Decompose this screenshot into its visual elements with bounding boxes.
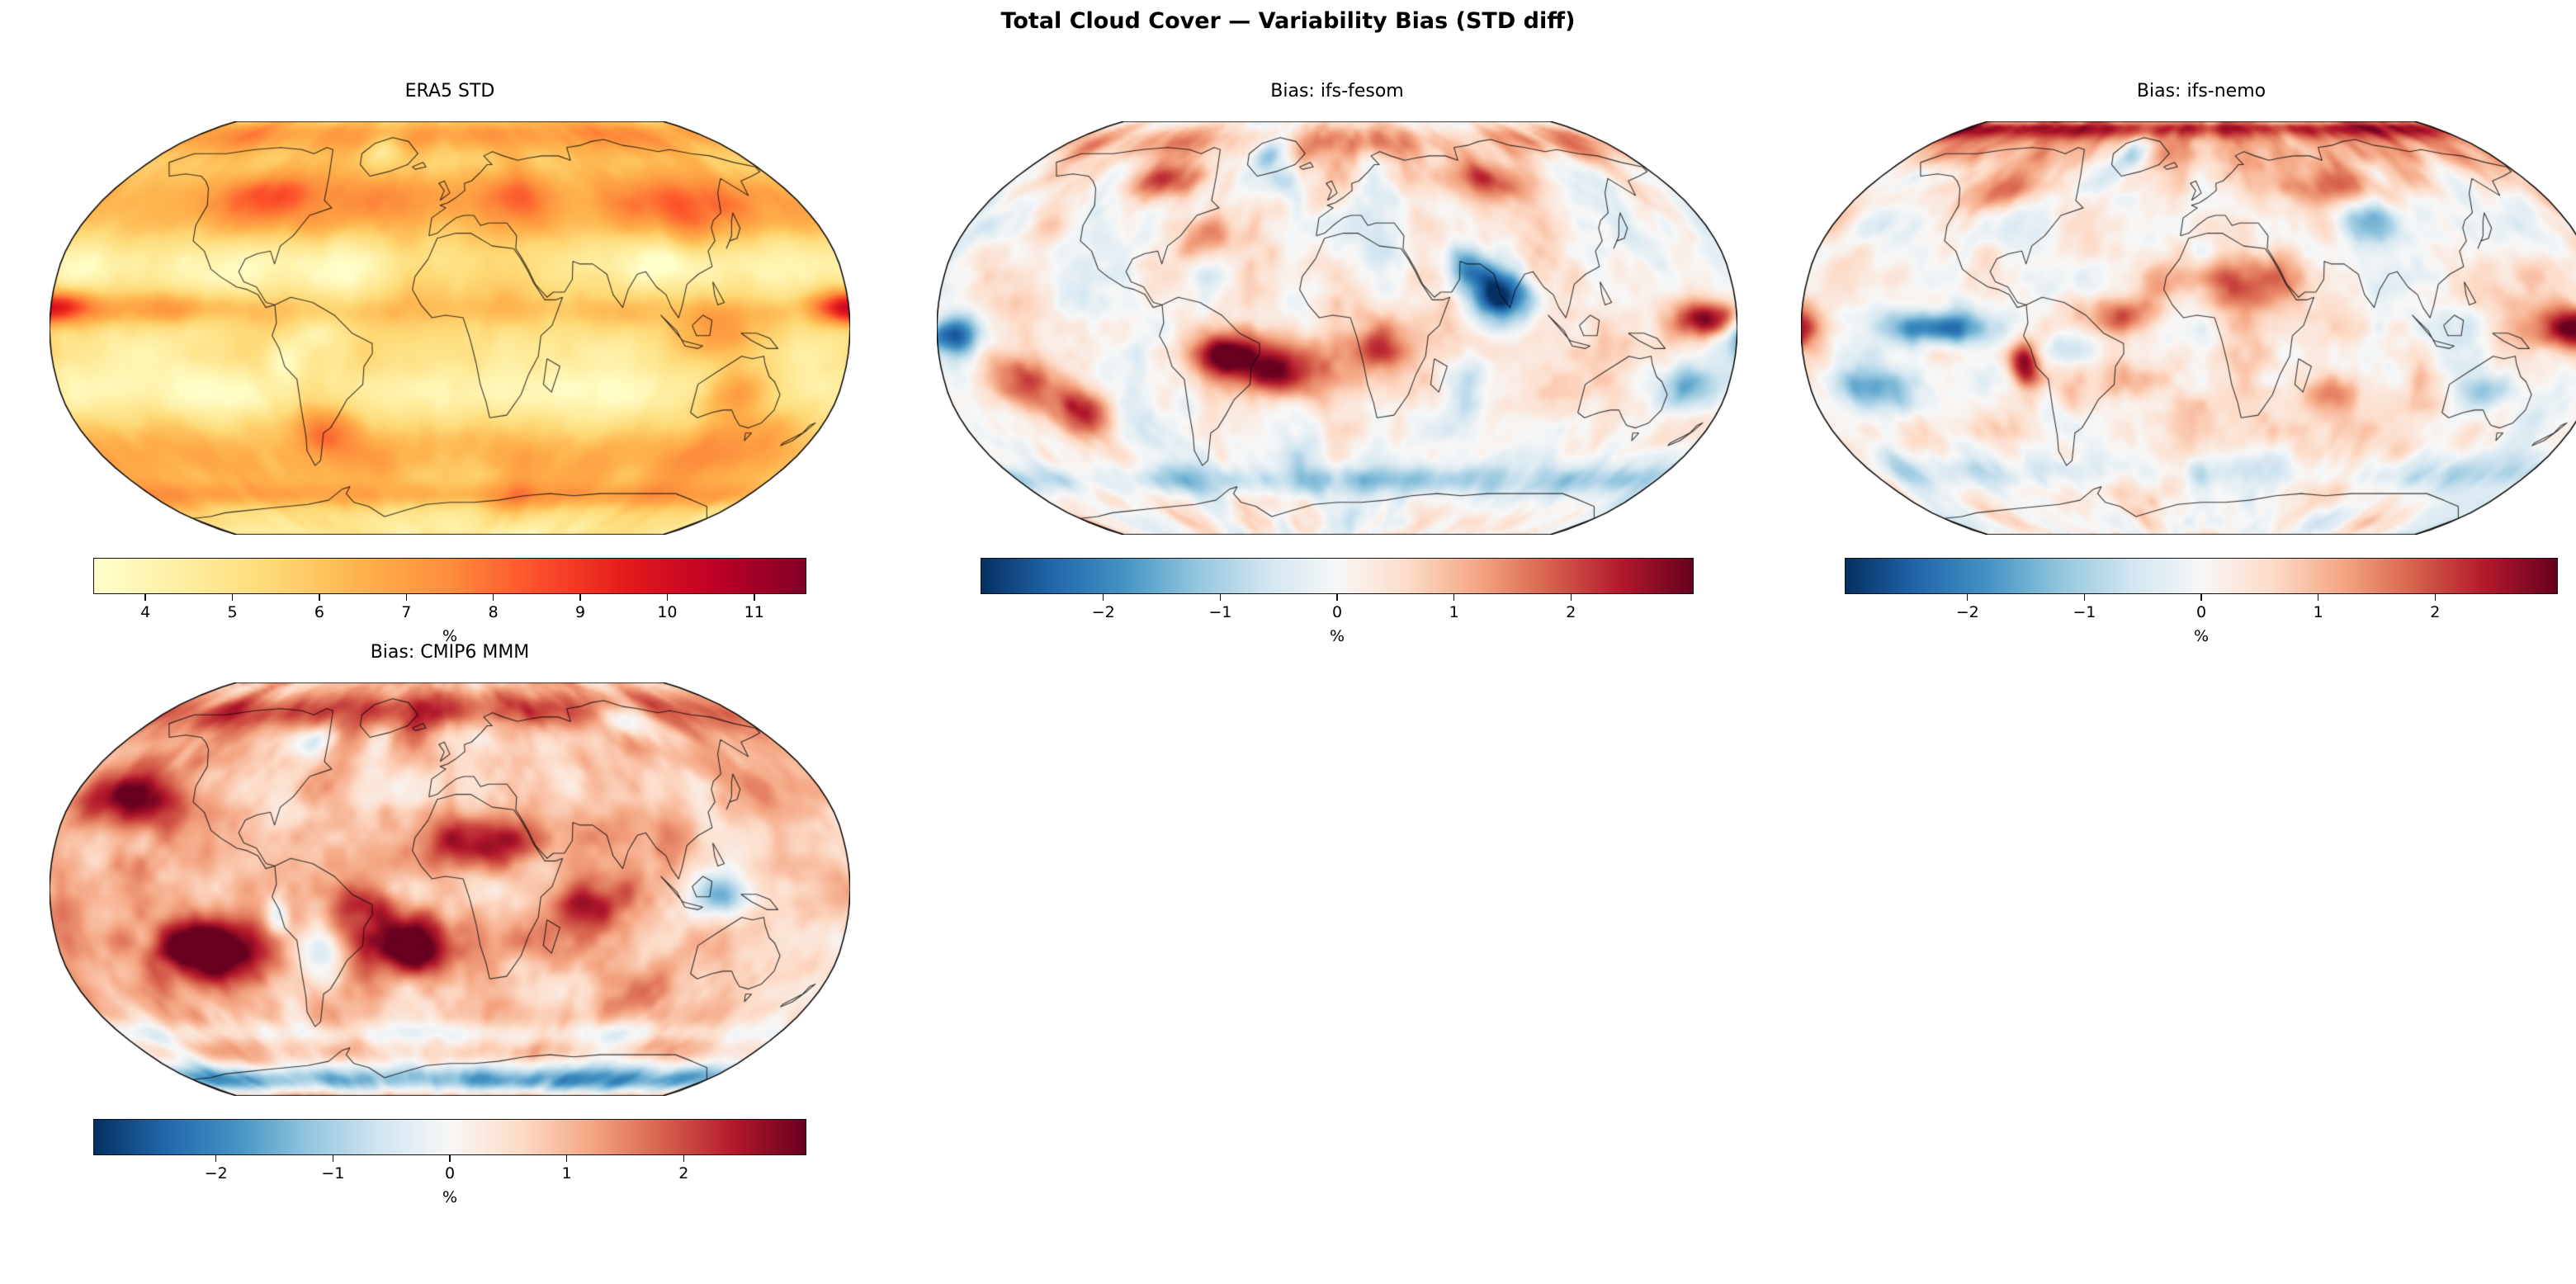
colorbar-tick xyxy=(144,594,146,601)
colorbar-tick-label: −2 xyxy=(1955,603,1979,621)
map-canvas xyxy=(1801,121,2576,535)
colorbar-tick xyxy=(2434,594,2437,601)
colorbar-tick xyxy=(565,1155,568,1162)
colorbar-tick-label: 6 xyxy=(314,603,324,621)
panel-title: ERA5 STD xyxy=(404,81,495,101)
colorbar: 4 5 6 7 8 9 10 11 % xyxy=(93,558,806,673)
colorbar-tick-label: 1 xyxy=(2313,603,2323,621)
colorbar-unit-label: % xyxy=(442,627,458,645)
colorbar-tick-label: 10 xyxy=(657,603,678,621)
colorbar-ticks: −2 −1 0 1 2 xyxy=(1845,558,2558,632)
panel-bias-ifs-nemo: Bias: ifs-nemo −2 −1 0 1 2 % xyxy=(1801,79,2576,723)
colorbar-tick xyxy=(579,594,581,601)
colorbar-tick xyxy=(2317,594,2319,601)
colorbar-gradient xyxy=(981,558,1694,594)
figure: Total Cloud Cover — Variability Bias (ST… xyxy=(50,8,2576,1206)
colorbar-tick xyxy=(319,594,320,601)
colorbar-unit-label: % xyxy=(442,1188,458,1206)
colorbar-gradient xyxy=(93,1119,806,1155)
colorbar-unit-label: % xyxy=(1329,627,1345,645)
colorbar-tick xyxy=(405,594,408,601)
colorbar-ticks: −2 −1 0 1 2 xyxy=(93,1119,806,1193)
colorbar-tick-label: −2 xyxy=(1091,603,1115,621)
panel-title: Bias: CMIP6 MMM xyxy=(370,642,530,663)
colorbar-tick-label: 8 xyxy=(488,603,499,621)
colorbar-tick-label: 2 xyxy=(678,1164,689,1183)
panel-title: Bias: ifs-nemo xyxy=(2136,81,2266,101)
colorbar-tick xyxy=(492,594,494,601)
colorbar-tick-label: 0 xyxy=(2196,603,2207,621)
colorbar-tick-label: 5 xyxy=(227,603,238,621)
colorbar-tick xyxy=(2083,594,2086,601)
colorbar-tick-label: 4 xyxy=(140,603,151,621)
panel-bias-ifs-fesom: Bias: ifs-fesom −2 −1 0 1 2 % xyxy=(937,79,1737,723)
colorbar-tick-label: −2 xyxy=(204,1164,228,1183)
colorbar: −2 −1 0 1 2 % xyxy=(981,558,1694,673)
colorbar-tick xyxy=(215,1155,217,1162)
colorbar-tick-label: −1 xyxy=(2073,603,2096,621)
map-canvas xyxy=(50,682,850,1096)
figure-title: Total Cloud Cover — Variability Bias (ST… xyxy=(1000,8,1576,34)
map-canvas xyxy=(937,121,1737,535)
colorbar-tick-label: 7 xyxy=(401,603,412,621)
colorbar-tick-label: −1 xyxy=(321,1164,345,1183)
colorbar-tick xyxy=(754,594,755,601)
colorbar-tick xyxy=(2200,594,2202,601)
colorbar-tick-label: 1 xyxy=(561,1164,572,1183)
colorbar-tick xyxy=(683,1155,685,1162)
panel-title: Bias: ifs-fesom xyxy=(1270,81,1404,101)
colorbar: −2 −1 0 1 2 % xyxy=(1845,558,2558,673)
colorbar-tick xyxy=(1102,594,1104,601)
colorbar-unit-label: % xyxy=(2193,627,2210,645)
colorbar-tick xyxy=(1219,594,1222,601)
panel-era5-std: ERA5 STD 4 5 6 7 8 9 10 11 % xyxy=(50,79,850,723)
colorbar-tick xyxy=(1336,594,1338,601)
colorbar-gradient xyxy=(1845,558,2558,594)
colorbar-ticks: −2 −1 0 1 2 xyxy=(981,558,1694,632)
colorbar-ticks: 4 5 6 7 8 9 10 11 xyxy=(93,558,806,632)
colorbar: −2 −1 0 1 2 % xyxy=(93,1119,806,1234)
map-canvas xyxy=(50,121,850,535)
colorbar-tick-label: 0 xyxy=(1331,603,1343,621)
colorbar-tick xyxy=(332,1155,334,1162)
colorbar-tick xyxy=(666,594,669,601)
colorbar-tick xyxy=(1570,594,1572,601)
panel-bias-cmip6-mmm: Bias: CMIP6 MMM −2 −1 0 1 2 % xyxy=(50,640,850,1284)
colorbar-tick-label: 9 xyxy=(575,603,586,621)
colorbar-tick xyxy=(1453,594,1455,601)
colorbar-gradient xyxy=(93,558,806,594)
colorbar-tick-label: 1 xyxy=(1449,603,1459,621)
colorbar-tick xyxy=(449,1155,451,1162)
colorbar-tick xyxy=(1966,594,1969,601)
colorbar-tick-label: 11 xyxy=(744,603,764,621)
colorbar-tick-label: 2 xyxy=(2430,603,2441,621)
colorbar-tick xyxy=(231,594,234,601)
colorbar-tick-label: 2 xyxy=(1566,603,1576,621)
colorbar-tick-label: −1 xyxy=(1208,603,1232,621)
colorbar-tick-label: 0 xyxy=(444,1164,456,1183)
